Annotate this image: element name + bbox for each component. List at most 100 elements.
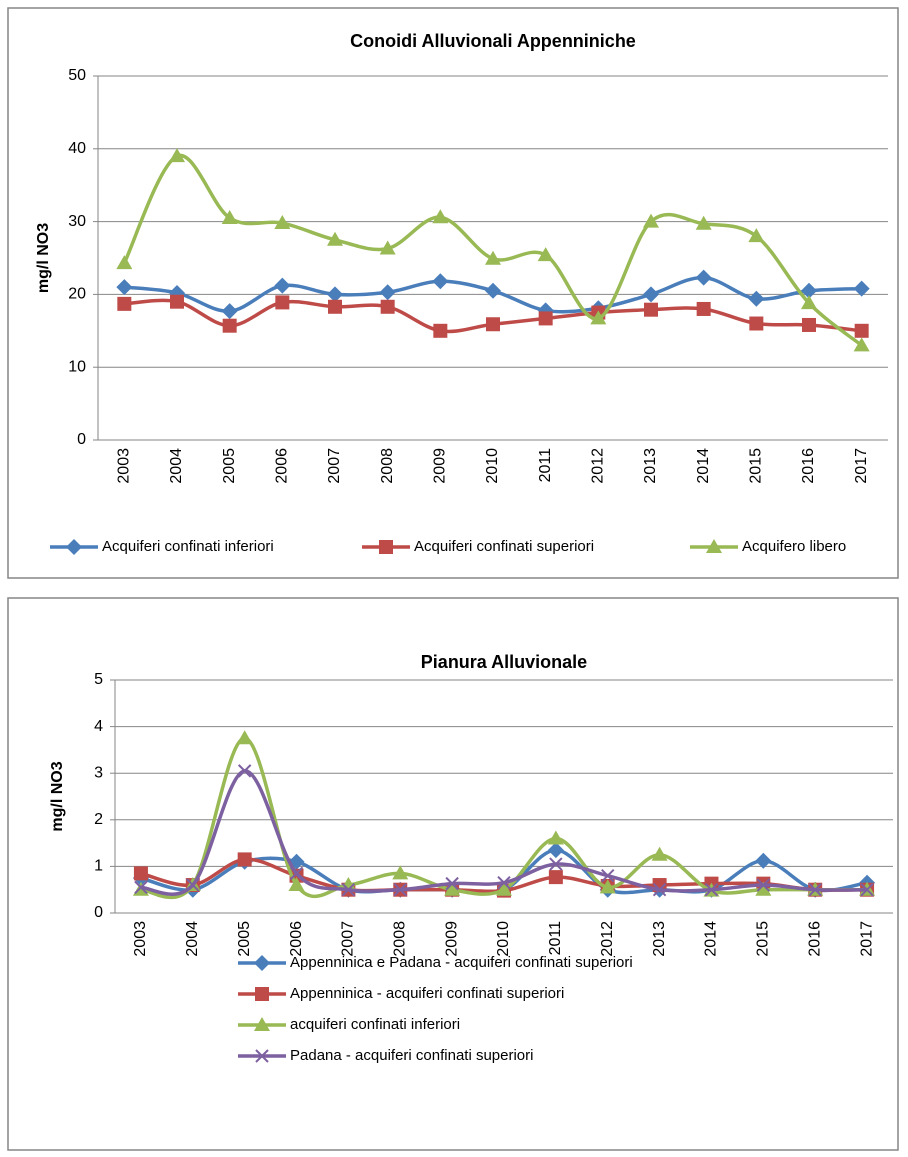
marker — [380, 299, 395, 314]
marker — [289, 866, 304, 881]
legend-item: Acquiferi confinati superiori — [362, 538, 594, 555]
x-tick-label: 2015 — [755, 921, 772, 957]
marker — [601, 869, 615, 883]
marker — [651, 846, 668, 861]
marker — [860, 882, 874, 897]
marker — [255, 987, 269, 1001]
marker — [696, 301, 711, 316]
marker — [254, 955, 270, 971]
legend-label: Acquiferi confinati inferiori — [102, 538, 274, 555]
marker — [695, 215, 712, 230]
marker — [237, 764, 252, 778]
marker — [497, 876, 511, 890]
x-tick-label: 2014 — [695, 448, 712, 484]
x-tick-label: 2009 — [443, 921, 460, 957]
marker — [379, 284, 396, 301]
marker — [547, 830, 564, 845]
x-tick-label: 2013 — [642, 448, 659, 484]
x-tick-label: 2008 — [379, 448, 396, 484]
x-tick-label: 2013 — [651, 921, 668, 957]
marker — [538, 311, 553, 326]
marker — [496, 881, 512, 896]
x-tick-label: 2012 — [590, 448, 607, 484]
marker — [802, 317, 816, 332]
x-tick-label: 2017 — [858, 921, 875, 957]
marker — [644, 302, 658, 317]
x-tick-label: 2010 — [484, 448, 501, 484]
marker — [444, 881, 461, 896]
x-tick-label: 2011 — [537, 448, 554, 483]
y-tick-label: 4 — [94, 718, 103, 735]
marker — [221, 303, 238, 320]
marker — [748, 228, 765, 243]
marker — [485, 282, 501, 299]
y-tick-label: 2 — [94, 811, 103, 828]
marker — [853, 280, 870, 297]
x-tick-label: 2015 — [748, 448, 765, 484]
marker — [445, 876, 459, 891]
marker — [801, 295, 817, 310]
y-axis-title: mg/l NO3 — [49, 761, 66, 831]
marker — [695, 269, 712, 286]
marker — [486, 317, 500, 332]
marker — [548, 870, 563, 885]
marker — [237, 852, 252, 867]
legend-label: Appenninica e Padana - acquiferi confina… — [290, 954, 633, 971]
marker — [288, 877, 305, 892]
x-tick-label: 2005 — [236, 921, 253, 957]
marker — [755, 852, 772, 869]
marker — [236, 730, 253, 745]
marker — [327, 286, 343, 303]
marker — [222, 318, 237, 333]
legend-item: Acquiferi confinati inferiori — [50, 538, 274, 555]
marker — [537, 247, 554, 262]
legend-item: Padana - acquiferi confinati superiori — [238, 1047, 533, 1064]
legend-label: Acquifero libero — [742, 538, 846, 555]
marker — [599, 879, 616, 894]
legend-label: Padana - acquiferi confinati superiori — [290, 1047, 533, 1064]
marker — [328, 299, 342, 314]
x-tick-label: 2009 — [432, 448, 449, 484]
marker — [379, 240, 396, 255]
marker — [117, 296, 132, 311]
marker — [643, 286, 659, 303]
x-tick-label: 2011 — [547, 921, 564, 956]
legend-item: Acquifero libero — [690, 538, 846, 555]
marker — [549, 857, 563, 871]
marker — [327, 231, 343, 246]
chart: Conoidi Alluvionali Appenniniche mg/l NO3… — [7, 7, 899, 579]
marker — [133, 866, 148, 881]
x-tick-label: 2004 — [168, 448, 185, 484]
marker — [116, 279, 133, 296]
marker — [547, 842, 564, 859]
x-tick-label: 2003 — [132, 921, 149, 957]
marker — [854, 323, 869, 338]
marker — [254, 1017, 270, 1031]
marker — [748, 290, 765, 307]
legend-label: Appenninica - acquiferi confinati superi… — [290, 985, 564, 1002]
marker — [393, 882, 407, 897]
x-tick-label: 2016 — [806, 921, 823, 957]
y-tick-label: 20 — [68, 286, 86, 303]
marker — [392, 865, 409, 880]
marker — [755, 881, 772, 896]
x-tick-label: 2007 — [326, 448, 343, 484]
chart-title: Conoidi Alluvionali Appenniniche — [350, 31, 636, 51]
marker — [169, 148, 185, 163]
x-tick-label: 2004 — [184, 921, 201, 957]
marker — [643, 213, 659, 228]
x-tick-label: 2006 — [288, 921, 305, 957]
legend-label: acquiferi confinati inferiori — [290, 1016, 460, 1033]
marker — [808, 882, 822, 897]
marker — [704, 882, 719, 897]
y-tick-label: 30 — [68, 213, 86, 230]
y-tick-label: 10 — [68, 358, 86, 375]
x-tick-label: 2012 — [599, 921, 616, 957]
marker — [432, 209, 449, 224]
marker — [275, 295, 290, 310]
x-tick-label: 2007 — [340, 921, 357, 957]
marker — [485, 250, 501, 265]
chart-frame — [7, 7, 899, 579]
